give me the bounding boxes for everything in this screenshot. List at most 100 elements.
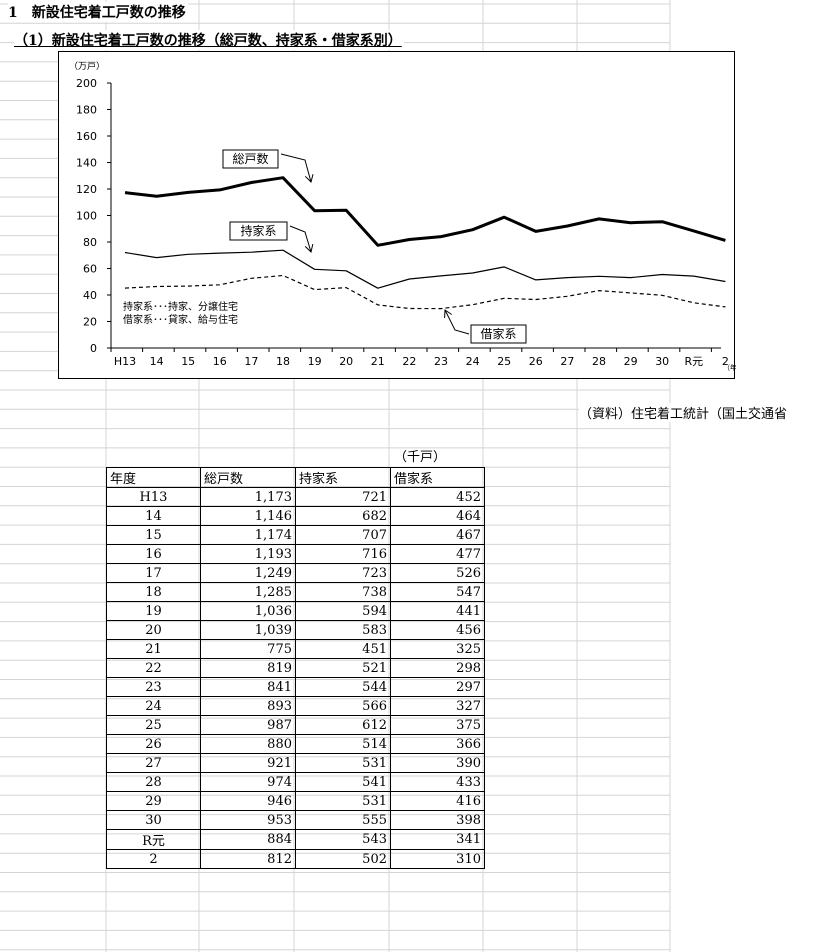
data-table: 年度 総戸数 持家系 借家系 H13 1,173 721 452 14 1,146 682 464 1… — [106, 467, 485, 869]
table-row: 28 974 541 433 — [106, 772, 485, 792]
table-row: 20 1,039 583 456 — [106, 620, 485, 640]
value-cell: 526 — [390, 563, 485, 583]
value-cell: 433 — [390, 772, 485, 792]
table-header-cell: 年度 — [106, 467, 201, 488]
value-cell: 738 — [295, 582, 391, 602]
table-row: 23 841 544 297 — [106, 677, 485, 697]
chart-container: 0 20 40 60 80 100 120 140 160 180 200 （万戸） H13 14 15 16… — [58, 51, 736, 379]
x-tick-label: 20 — [339, 355, 353, 368]
value-cell: 974 — [200, 772, 296, 792]
x-tick-label: 25 — [497, 355, 511, 368]
value-cell: 716 — [295, 544, 391, 564]
y-tick-label: 0 — [90, 342, 97, 355]
table-row: 22 819 521 298 — [106, 658, 485, 678]
year-cell: 27 — [106, 753, 201, 773]
table-header-cell: 持家系 — [295, 467, 391, 488]
value-cell: 325 — [390, 639, 485, 659]
year-cell: 18 — [106, 582, 201, 602]
table-row: R元 884 543 341 — [106, 829, 485, 850]
series-label-1: 総戸数 — [232, 151, 268, 166]
x-tick-label: 21 — [371, 355, 385, 368]
table-header-cell: 総戸数 — [200, 467, 296, 488]
y-tick-label: 40 — [83, 289, 97, 302]
chart-note: 持家系･･･持家、分譲住宅 — [123, 300, 238, 313]
value-cell: 555 — [295, 810, 391, 830]
value-cell: 946 — [200, 791, 296, 811]
year-cell: 28 — [106, 772, 201, 792]
table-row: 16 1,193 716 477 — [106, 544, 485, 564]
year-cell: H13 — [106, 487, 201, 507]
series-label-box — [470, 324, 527, 344]
value-cell: 451 — [295, 639, 391, 659]
x-tick-label: 14 — [150, 355, 164, 368]
series-label-3: 借家系 — [480, 326, 516, 341]
x-tick-label: 23 — [434, 355, 448, 368]
value-cell: 297 — [390, 677, 485, 697]
x-tick-label: 28 — [592, 355, 606, 368]
value-cell: 682 — [295, 506, 391, 526]
table-row: 18 1,285 738 547 — [106, 582, 485, 602]
year-cell: 15 — [106, 525, 201, 545]
table-header-row: 年度 総戸数 持家系 借家系 — [106, 467, 485, 488]
value-cell: 541 — [295, 772, 391, 792]
y-tick-label: 120 — [76, 183, 97, 196]
x-tick-label: 22 — [402, 355, 416, 368]
value-cell: 1,146 — [200, 506, 296, 526]
value-cell: 583 — [295, 620, 391, 640]
value-cell: 398 — [390, 810, 485, 830]
value-cell: 467 — [390, 525, 485, 545]
table-row: 15 1,174 707 467 — [106, 525, 485, 545]
value-cell: 514 — [295, 734, 391, 754]
x-tick-label: R元 — [684, 355, 703, 368]
table-row: 25 987 612 375 — [106, 715, 485, 735]
value-cell: 1,193 — [200, 544, 296, 564]
year-cell: 14 — [106, 506, 201, 526]
value-cell: 366 — [390, 734, 485, 754]
value-cell: 1,285 — [200, 582, 296, 602]
year-cell: 24 — [106, 696, 201, 716]
x-tick-label: 17 — [244, 355, 258, 368]
year-cell: 21 — [106, 639, 201, 659]
value-cell: 531 — [295, 753, 391, 773]
value-cell: 921 — [200, 753, 296, 773]
value-cell: 707 — [295, 525, 391, 545]
arrowhead — [444, 309, 452, 319]
x-tick-label: 26 — [529, 355, 543, 368]
table-header-cell: 借家系 — [390, 467, 485, 488]
x-axis-unit: （年度） — [723, 363, 736, 372]
y-tick-label: 20 — [83, 316, 97, 329]
value-cell: 531 — [295, 791, 391, 811]
x-tick-label: 24 — [466, 355, 480, 368]
table-row: 2 812 502 310 — [106, 849, 485, 869]
value-cell: 341 — [390, 829, 485, 850]
value-cell: 880 — [200, 734, 296, 754]
value-cell: 547 — [390, 582, 485, 602]
value-cell: 812 — [200, 849, 296, 869]
value-cell: 1,249 — [200, 563, 296, 583]
year-cell: 25 — [106, 715, 201, 735]
table-unit-label: （千戸） — [394, 450, 447, 465]
year-cell: 17 — [106, 563, 201, 583]
table-row: 24 893 566 327 — [106, 696, 485, 716]
chart-note: 借家系･･･貸家、給与住宅 — [123, 313, 238, 326]
year-cell: R元 — [106, 829, 201, 850]
table-row: 30 953 555 398 — [106, 810, 485, 830]
y-tick-label: 60 — [83, 263, 97, 276]
value-cell: 502 — [295, 849, 391, 869]
year-cell: 29 — [106, 791, 201, 811]
value-cell: 298 — [390, 658, 485, 678]
value-cell: 775 — [200, 639, 296, 659]
year-cell: 26 — [106, 734, 201, 754]
value-cell: 544 — [295, 677, 391, 697]
series-line-2 — [124, 249, 726, 289]
x-tick-label: 15 — [181, 355, 195, 368]
value-cell: 375 — [390, 715, 485, 735]
table-row: H13 1,173 721 452 — [106, 487, 485, 507]
value-cell: 1,173 — [200, 487, 296, 507]
x-tick-label: 19 — [308, 355, 322, 368]
y-tick-label: 180 — [76, 104, 97, 117]
table-row: 26 880 514 366 — [106, 734, 485, 754]
value-cell: 819 — [200, 658, 296, 678]
y-tick-label: 200 — [76, 77, 97, 90]
x-tick-label: 18 — [276, 355, 290, 368]
